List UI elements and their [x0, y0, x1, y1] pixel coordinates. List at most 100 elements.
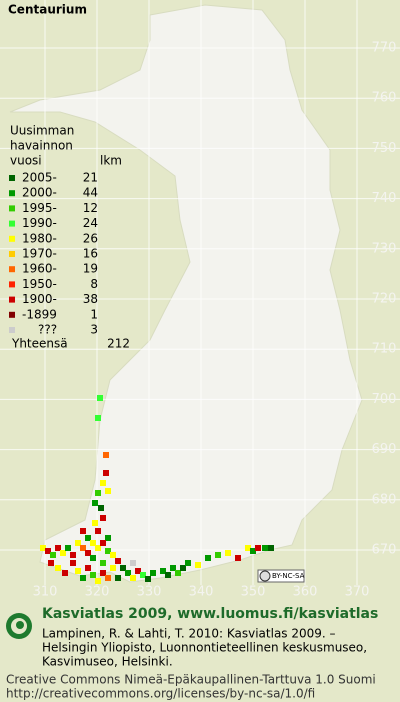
- observation: [105, 548, 111, 554]
- y-label: 730: [372, 241, 397, 256]
- observation: [80, 528, 86, 534]
- y-label: 710: [372, 342, 397, 357]
- observation: [55, 565, 61, 571]
- observation: [105, 535, 111, 541]
- observation: [100, 540, 106, 546]
- observation: [40, 545, 46, 551]
- observation: [75, 540, 81, 546]
- legend-column: vuosi: [10, 154, 42, 168]
- observation: [135, 568, 141, 574]
- license-url: http://creativecommons.org/licenses/by-n…: [6, 687, 315, 701]
- legend-count: 16: [83, 247, 98, 261]
- legend-swatch: [9, 205, 15, 212]
- observation: [170, 565, 176, 571]
- citation: Lampinen, R. & Lahti, T. 2010: Kasviatla…: [42, 627, 336, 641]
- map-title: Centaurium: [8, 3, 87, 17]
- legend-swatch: [9, 327, 15, 333]
- observation: [80, 545, 86, 551]
- logo: [6, 613, 32, 639]
- observation: [100, 560, 106, 566]
- y-label: 720: [372, 292, 397, 307]
- finland-outline: [9, 4, 363, 583]
- observation: [90, 540, 96, 546]
- legend-count: 19: [83, 262, 98, 276]
- legend-count: 21: [83, 171, 98, 185]
- x-label: 310: [33, 585, 58, 600]
- observation: [45, 548, 51, 554]
- legend-swatch: [9, 311, 15, 318]
- legend-label: 1950-: [22, 277, 57, 291]
- cc-icon: [259, 570, 271, 582]
- y-label: 760: [372, 91, 397, 106]
- observation: [105, 575, 111, 581]
- observation: [100, 480, 106, 486]
- observation: [250, 548, 256, 554]
- legend-total-label: Yhteensä: [11, 337, 68, 351]
- x-label: 340: [189, 585, 214, 600]
- observation: [262, 545, 268, 551]
- legend-count: 3: [90, 323, 98, 337]
- observation: [95, 415, 101, 421]
- x-label: 320: [85, 585, 110, 600]
- legend-label: 2000-: [22, 186, 57, 200]
- license-text: Creative Commons Nimeä-Epäkaupallinen-Ta…: [6, 673, 376, 687]
- y-label: 740: [372, 191, 397, 206]
- legend-count: 8: [90, 277, 98, 291]
- legend-count: 38: [83, 292, 98, 306]
- legend-count: 26: [83, 231, 98, 245]
- observation: [85, 535, 91, 541]
- observation: [48, 560, 54, 566]
- observation: [175, 570, 181, 576]
- legend-column: lkm: [100, 154, 122, 168]
- x-label: 370: [345, 585, 370, 600]
- legend-swatch: [9, 190, 15, 197]
- y-label: 700: [372, 392, 397, 407]
- observation: [62, 570, 68, 576]
- observation: [180, 565, 186, 571]
- y-label: 690: [372, 442, 397, 457]
- y-label: 750: [372, 141, 397, 156]
- legend-count: 24: [83, 216, 98, 230]
- legend-label: 1995-: [22, 201, 57, 215]
- observation: [100, 570, 106, 576]
- observation: [92, 500, 98, 506]
- legend-label: 1980-: [22, 231, 57, 245]
- grid: 770 760 750 740 730 720 710 700 690 680 670 310 320 3…: [0, 0, 400, 600]
- observation: [125, 570, 131, 576]
- legend-label: 2005-: [22, 171, 57, 185]
- observation: [100, 515, 106, 521]
- observation: [92, 520, 98, 526]
- legend-swatch: [9, 235, 15, 242]
- x-label: 330: [137, 585, 162, 600]
- observation: [95, 545, 101, 551]
- observation: [70, 560, 76, 566]
- observation: [97, 395, 103, 401]
- observation: [215, 552, 221, 558]
- footer-heading: Kasviatlas 2009, www.luomus.fi/kasviatla…: [42, 606, 378, 622]
- citation: Kasvimuseo, Helsinki.: [42, 655, 173, 669]
- x-label: 360: [293, 585, 318, 600]
- legend-swatch: [9, 281, 15, 288]
- observation: [205, 555, 211, 561]
- legend: 2005- 21 2000- 44 1995- 12 1990- 24 1980- 26 1970-…: [9, 171, 98, 337]
- legend-swatch: [9, 251, 15, 257]
- observation: [195, 562, 201, 568]
- legend-label: ???: [38, 323, 57, 337]
- observation: [245, 545, 251, 551]
- observation: [90, 555, 96, 561]
- y-label: 670: [372, 543, 397, 558]
- citation: Helsingin Yliopisto, Luonnontieteellinen…: [42, 641, 367, 655]
- observation: [185, 560, 191, 566]
- legend-heading: Uusimman: [10, 124, 74, 138]
- observation: [130, 575, 136, 581]
- observation: [105, 488, 111, 494]
- observation: [165, 572, 171, 578]
- legend-label: 1990-: [22, 216, 57, 230]
- observation: [120, 565, 126, 571]
- observation: [150, 570, 156, 576]
- observation: [268, 545, 274, 551]
- legend-label: 1960-: [22, 262, 57, 276]
- legend-label: -1899: [22, 307, 57, 321]
- y-label: 770: [372, 41, 397, 56]
